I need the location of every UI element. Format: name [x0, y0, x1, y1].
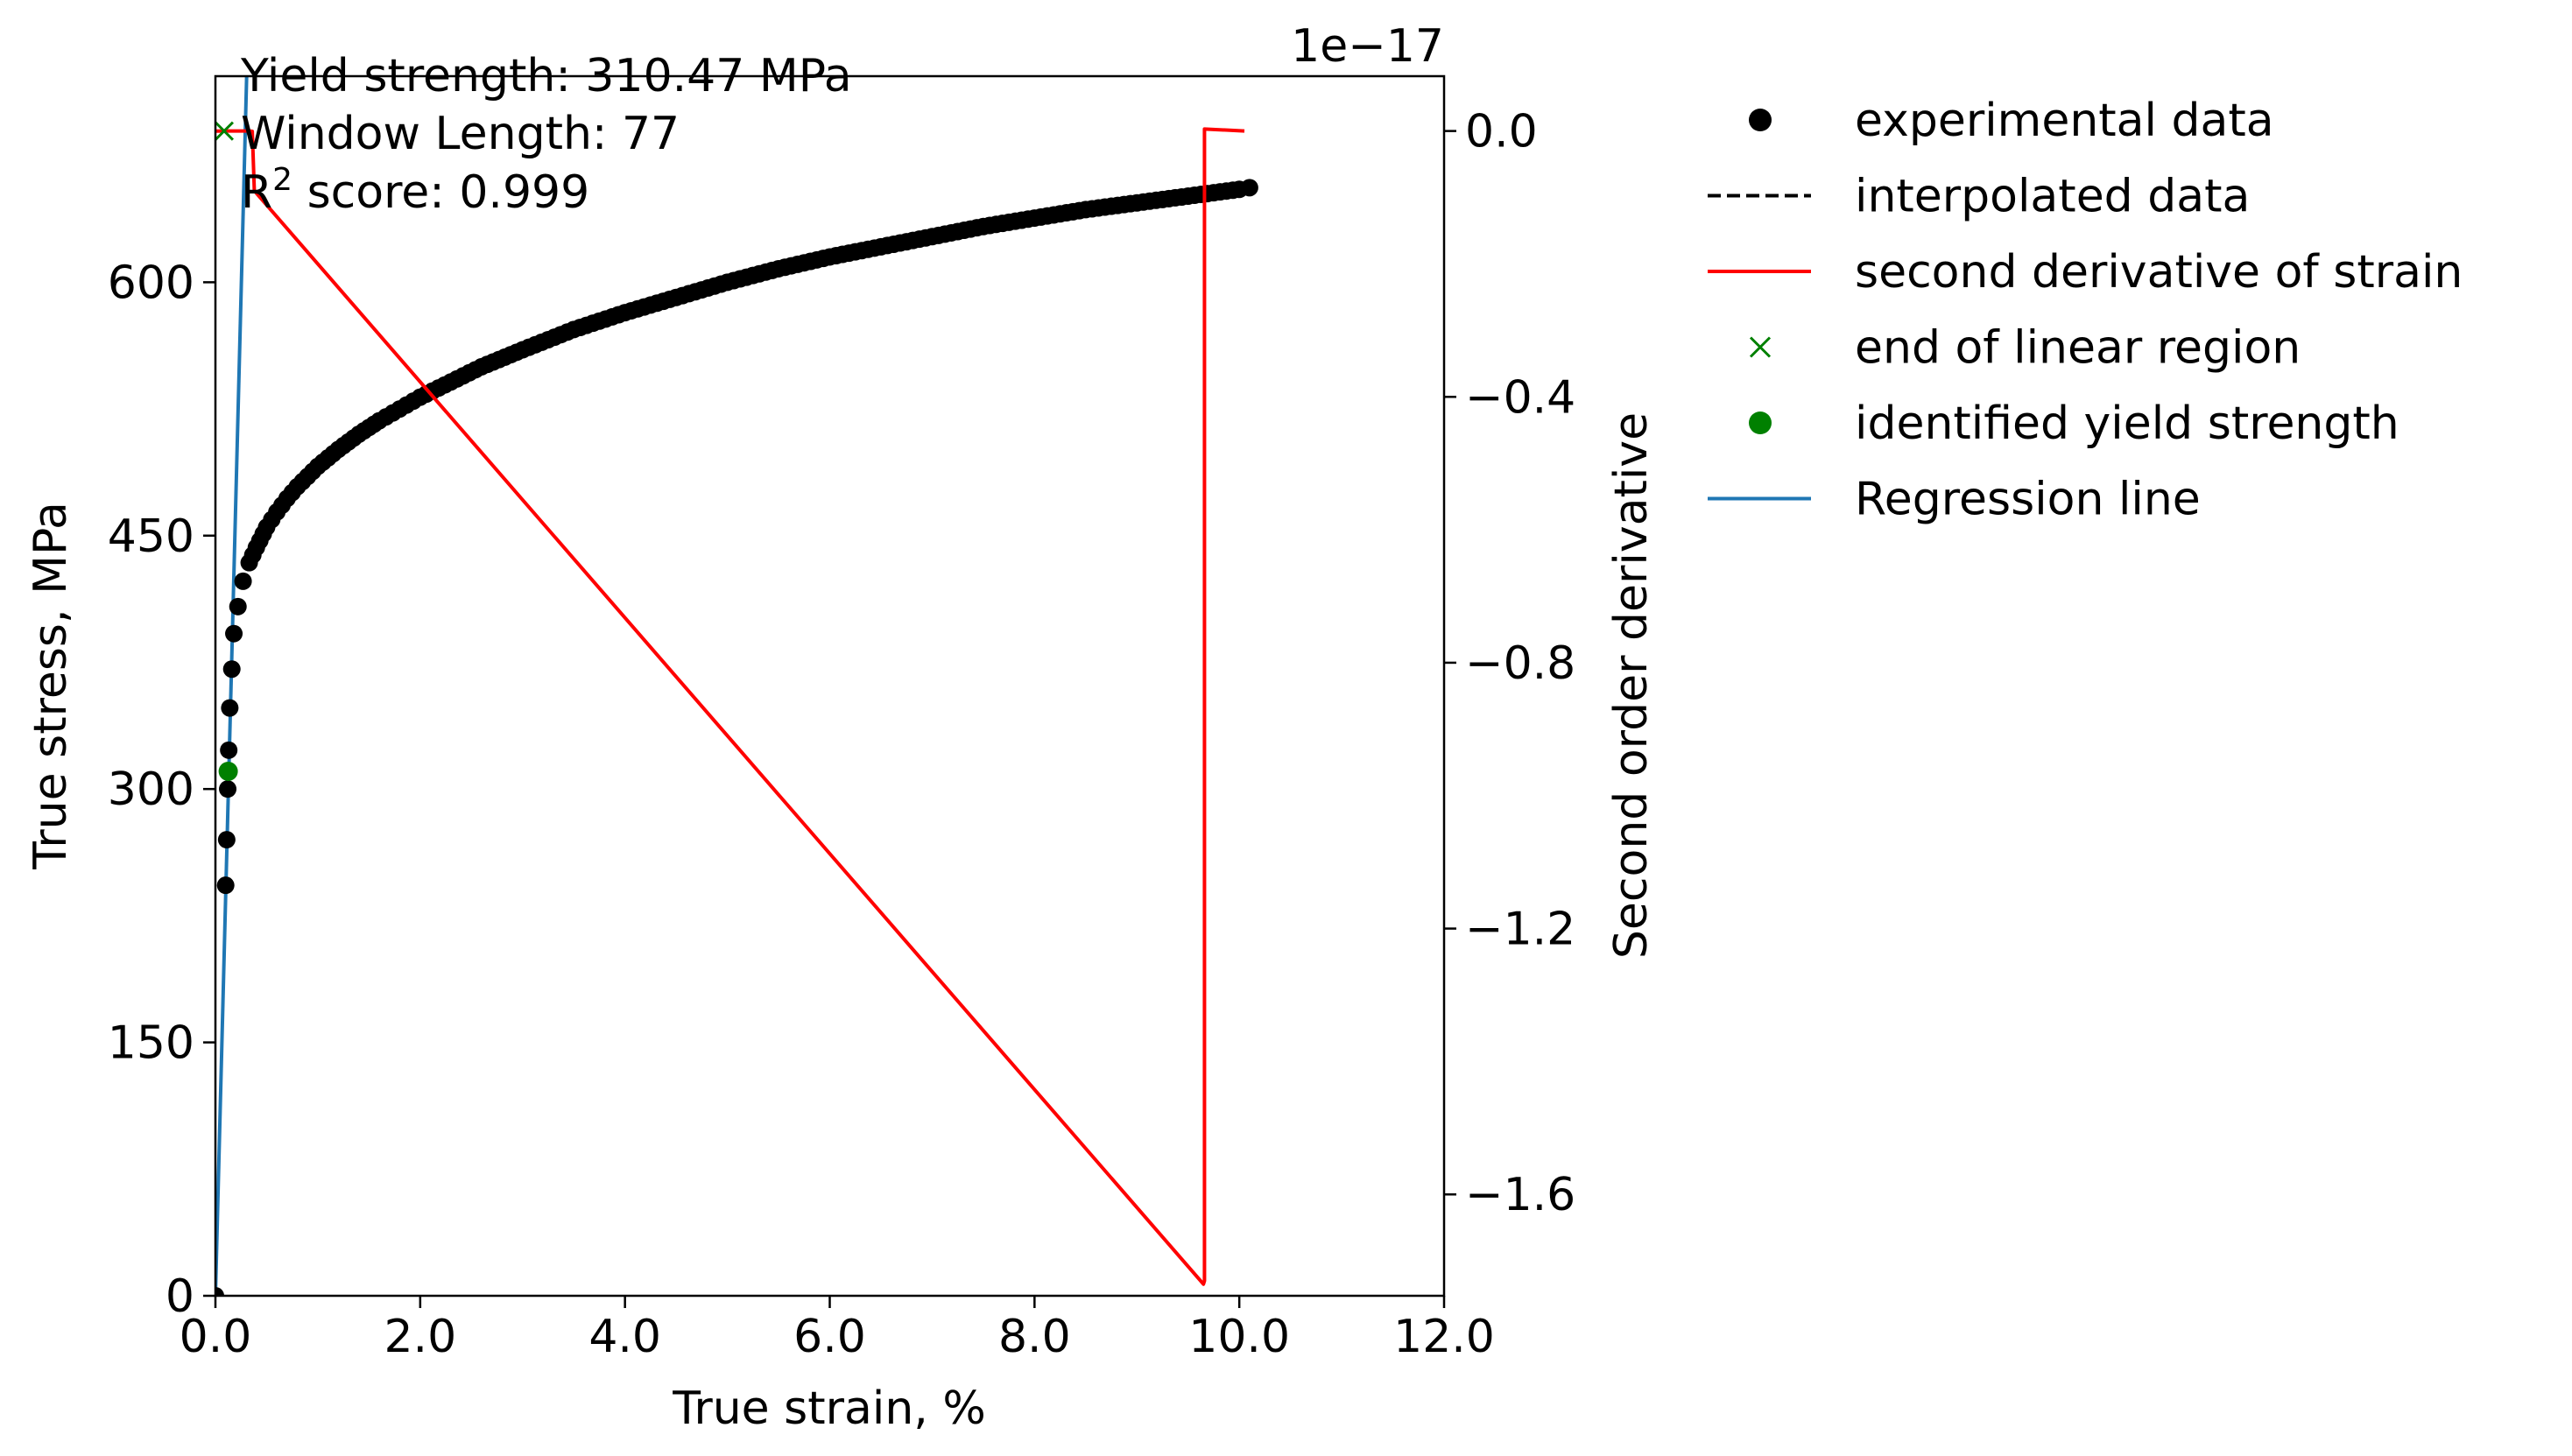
y2-axis-ticks: 0.0 −0.4 −0.8 −1.2 −1.6 — [1444, 106, 1575, 1221]
y2-tick-label: −1.2 — [1465, 904, 1575, 956]
experimental-data-point — [221, 699, 239, 717]
y2-tick-label: 0.0 — [1465, 106, 1538, 158]
annotation-r2-score: R2 score: 0.999 — [241, 162, 589, 219]
legend-label: interpolated data — [1855, 171, 2250, 223]
regression-line — [215, 76, 249, 1296]
x-tick-label: 2.0 — [384, 1311, 456, 1363]
legend-label: second derivative of strain — [1855, 246, 2463, 299]
experimental-data-point — [216, 876, 235, 895]
y-tick-label: 450 — [108, 510, 194, 563]
x-axis-label: True strain, % — [672, 1382, 986, 1435]
y2-tick-label: −0.8 — [1465, 637, 1575, 690]
experimental-data-point — [215, 1287, 224, 1296]
y-tick-label: 150 — [108, 1017, 194, 1070]
legend-entry: interpolated data — [1708, 171, 2250, 223]
annotation-window-length: Window Length: 77 — [241, 108, 680, 160]
x-tick-label: 6.0 — [793, 1311, 866, 1363]
r2-score-text: score: 0.999 — [292, 166, 589, 219]
experimental-data-point — [217, 831, 236, 849]
experimental-data-point — [234, 572, 252, 590]
experimental-data-point — [219, 780, 237, 798]
end-of-linear-region-marker — [215, 121, 234, 141]
second-derivative-line — [215, 127, 1245, 1286]
y2-axis-label: Second order derivative — [1605, 412, 1658, 959]
x-tick-label: 0.0 — [180, 1311, 252, 1363]
legend-x-marker — [1749, 336, 1772, 358]
experimental-data-point — [1240, 179, 1258, 197]
legend-dot-marker — [1749, 109, 1772, 131]
legend-entry: second derivative of strain — [1708, 246, 2463, 299]
x-axis-ticks: 0.0 2.0 4.0 6.0 8.0 10.0 12.0 — [180, 1296, 1495, 1363]
legend-label: identified yield strength — [1855, 397, 2399, 450]
y-tick-label: 300 — [108, 763, 194, 816]
legend-label: end of linear region — [1855, 322, 2301, 375]
y-tick-label: 600 — [108, 257, 194, 309]
experimental-data-point — [222, 660, 241, 679]
plot-area — [215, 76, 1258, 1296]
annotation-yield-strength: Yield strength: 310.47 MPa — [240, 50, 852, 102]
x-tick-label: 4.0 — [588, 1311, 661, 1363]
y2-tick-label: −1.6 — [1465, 1169, 1575, 1221]
marker-stroke — [215, 121, 234, 141]
legend-entry: Regression line — [1708, 474, 2201, 526]
legend-entry: end of linear region — [1749, 322, 2301, 375]
x-tick-label: 8.0 — [998, 1311, 1071, 1363]
r2-letter: R — [241, 166, 272, 219]
legend-entry: identified yield strength — [1749, 397, 2399, 450]
legend-label: experimental data — [1855, 95, 2274, 147]
y-tick-label: 0 — [166, 1270, 194, 1323]
y2-offset-label: 1e−17 — [1291, 20, 1444, 73]
x-tick-label: 12.0 — [1393, 1311, 1495, 1363]
legend-dot-marker — [1749, 411, 1772, 434]
experimental-data-point — [225, 624, 243, 643]
identified-yield-strength-point — [218, 761, 238, 781]
y-axis-ticks: 0 150 300 450 600 — [108, 257, 215, 1323]
x-tick-label: 10.0 — [1188, 1311, 1290, 1363]
legend-label: Regression line — [1855, 474, 2201, 526]
experimental-data-series — [215, 179, 1258, 1296]
experimental-data-point — [229, 597, 247, 615]
y2-tick-label: −0.4 — [1465, 371, 1575, 424]
legend: experimental data interpolated data second… — [1708, 95, 2463, 526]
r2-superscript: 2 — [272, 162, 292, 198]
legend-entry: experimental data — [1749, 95, 2274, 147]
experimental-data-point — [220, 741, 238, 759]
y-axis-label: True stress, MPa — [25, 502, 77, 870]
